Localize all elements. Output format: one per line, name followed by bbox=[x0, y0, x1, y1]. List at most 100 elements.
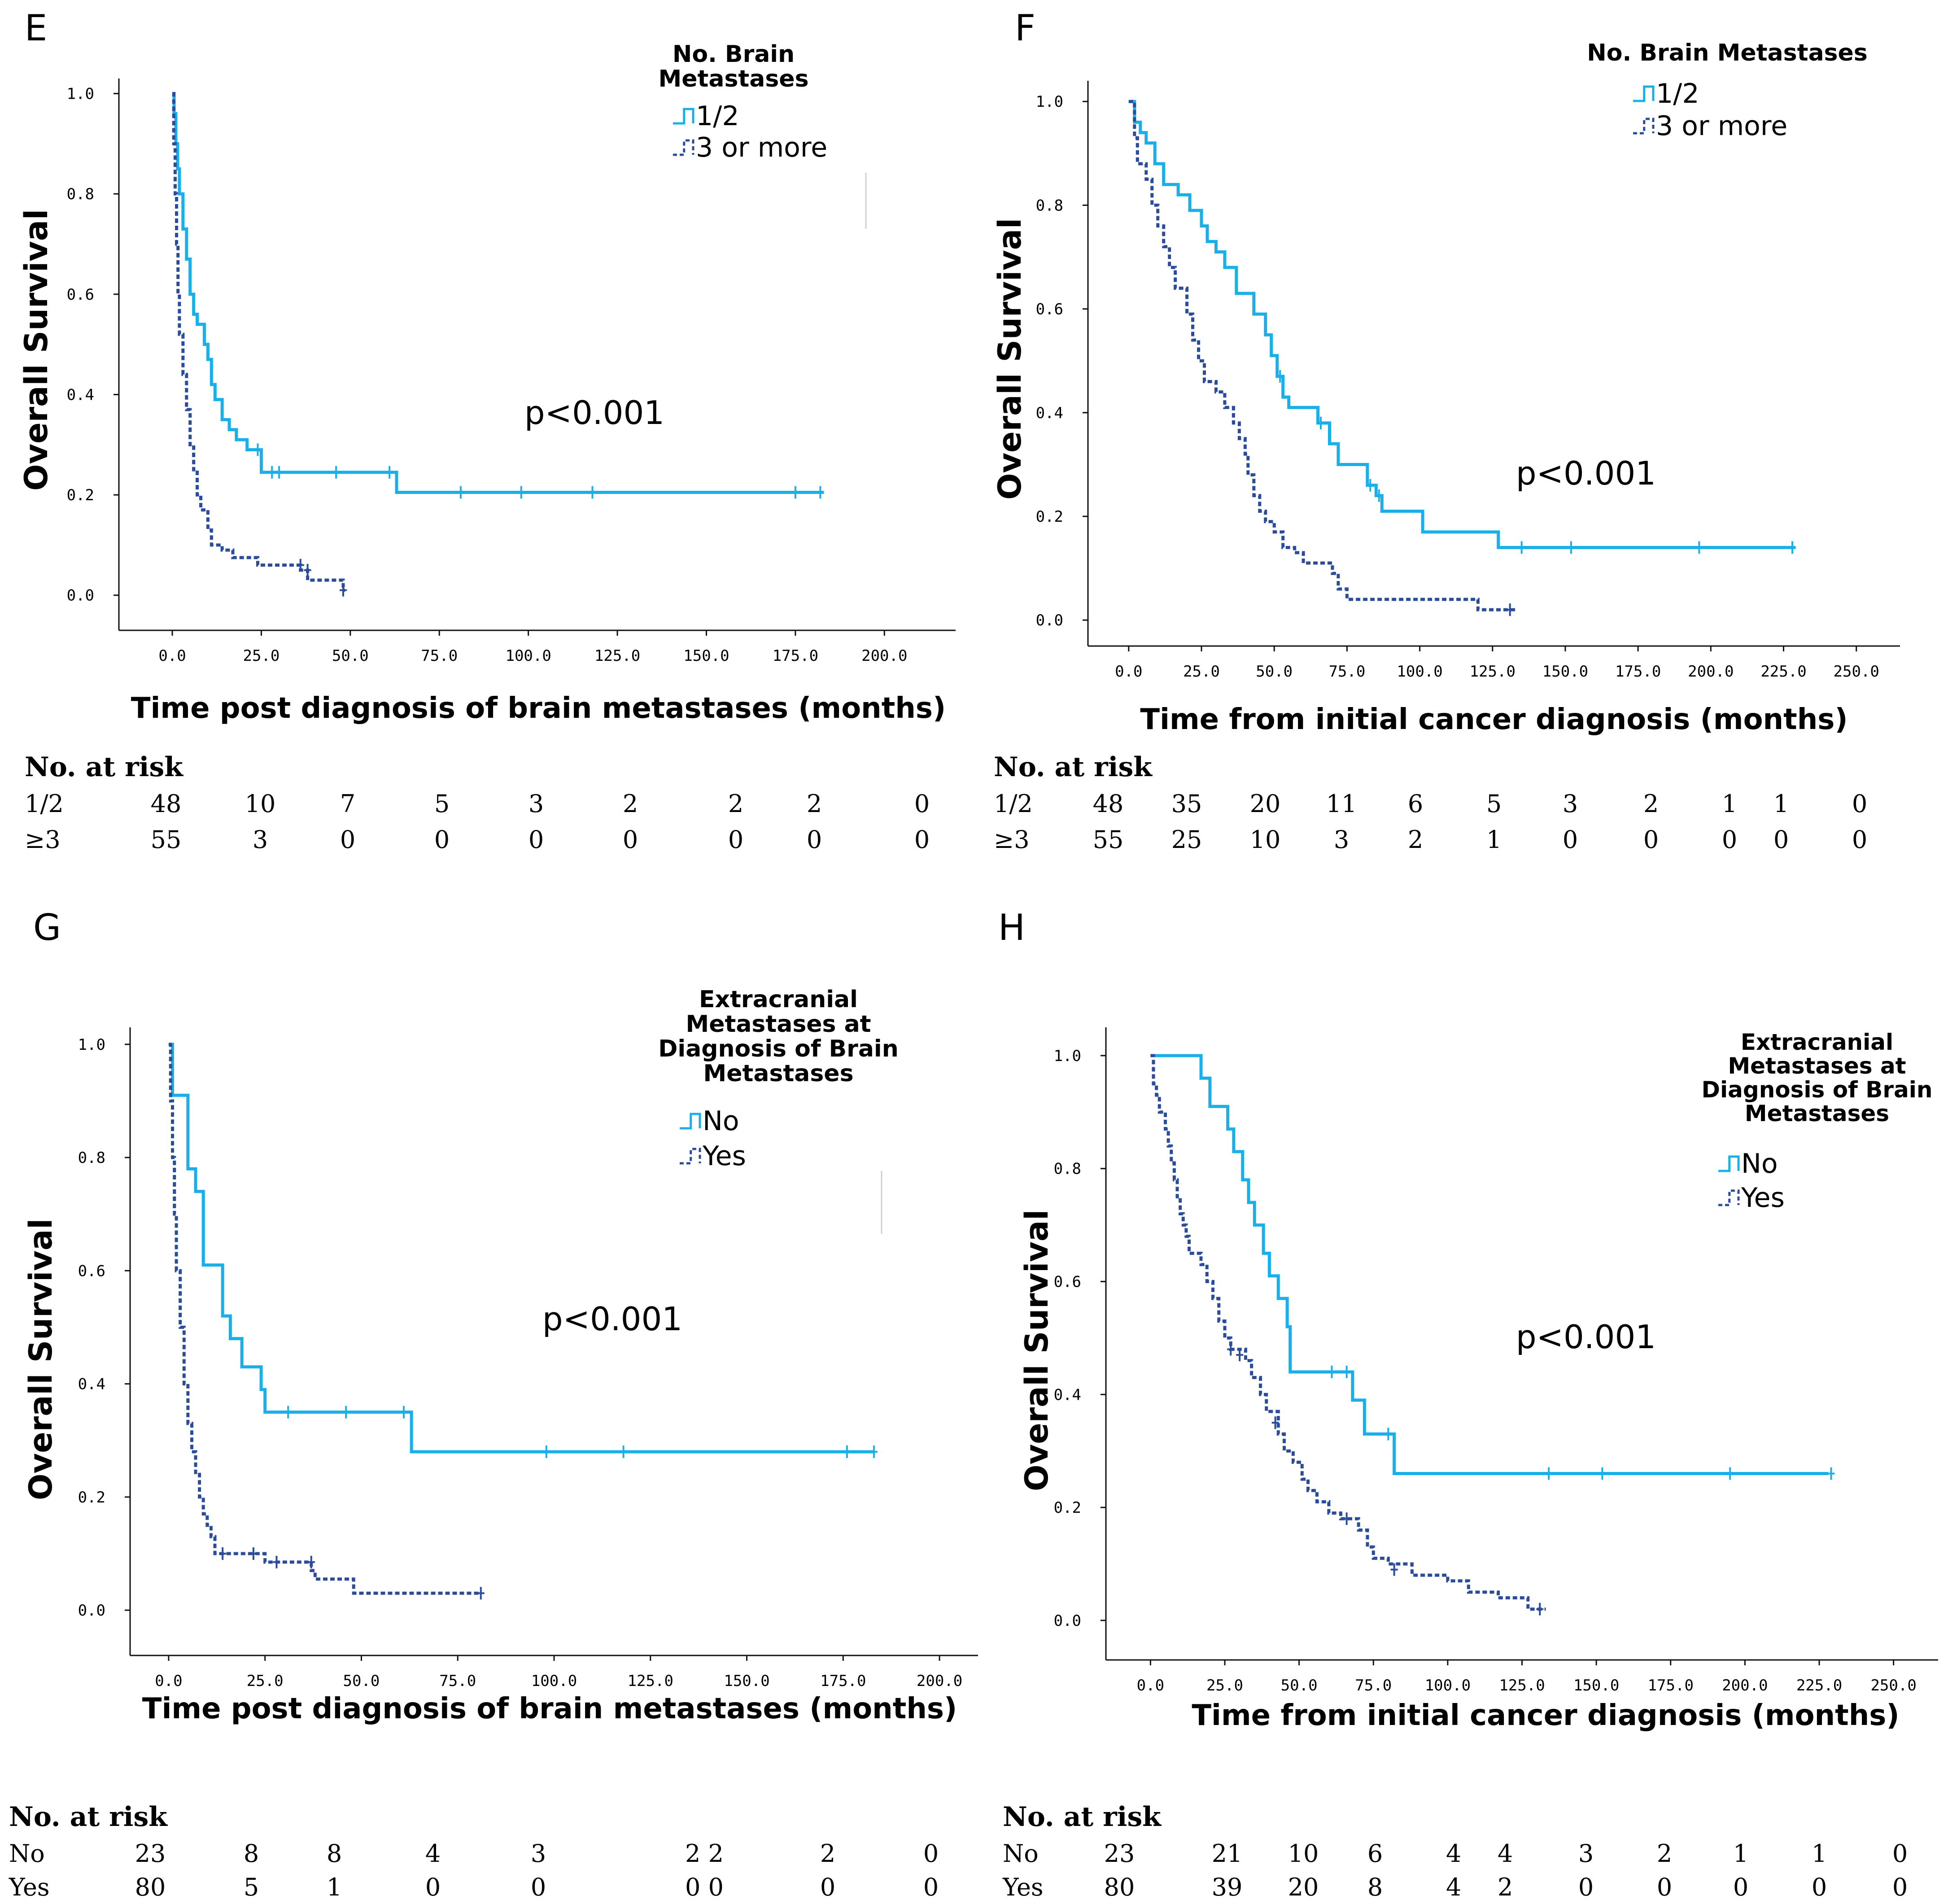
risk-count: 0 bbox=[1892, 1839, 1908, 1868]
risk-count: 2 bbox=[1408, 825, 1423, 854]
survival-curve-series2 bbox=[1150, 1054, 1546, 1611]
legend-title-line: Metastases at bbox=[686, 1011, 871, 1038]
risk-count: 0 bbox=[923, 1873, 939, 1901]
risk-count: 21 bbox=[1212, 1839, 1243, 1868]
legend-title-line: Metastases at bbox=[1728, 1053, 1906, 1079]
risk-count: 2 2 bbox=[685, 1839, 724, 1868]
legend-title-line: No. Brain bbox=[673, 41, 795, 68]
p-value-annotation: p<0.001 bbox=[1516, 454, 1656, 492]
legend-swatch-dotted bbox=[680, 1148, 701, 1165]
risk-count: 0 bbox=[425, 1873, 441, 1901]
risk-count: 35 bbox=[1171, 790, 1202, 818]
legend-title-line: Extracranial bbox=[699, 986, 858, 1013]
risk-table-title: No. at risk bbox=[994, 751, 1153, 783]
legend-swatch-dotted bbox=[1633, 118, 1655, 135]
risk-count: 10 bbox=[1288, 1839, 1319, 1868]
risk-count: 6 bbox=[1408, 790, 1423, 818]
risk-table-title: No. at risk bbox=[25, 751, 183, 783]
x-tick-label: 175.0 bbox=[1648, 1677, 1694, 1694]
legend-entry: 1/2 bbox=[696, 100, 739, 132]
x-tick-label: 100.0 bbox=[1425, 1677, 1471, 1694]
risk-count: 0 0 bbox=[685, 1873, 724, 1901]
risk-count: 48 bbox=[151, 790, 182, 818]
x-tick-label: 25.0 bbox=[1183, 663, 1220, 681]
risk-count: 5 bbox=[1486, 790, 1502, 818]
p-value-annotation: p<0.001 bbox=[1516, 1318, 1656, 1356]
y-tick-label: 0.0 bbox=[1054, 1612, 1081, 1630]
km-panel-f: F 0.0 0.2 0.4 0.6 0.8 1.0 0.0 25.0 50.0 75.0 100.0 1… bbox=[991, 7, 1900, 854]
risk-count: 0 bbox=[1852, 790, 1867, 818]
panel-label: F bbox=[1015, 7, 1035, 49]
y-tick-label: 1.0 bbox=[67, 85, 94, 103]
risk-count: 0 bbox=[1563, 825, 1578, 854]
x-tick-label: 150.0 bbox=[1542, 663, 1588, 681]
panel-label: E bbox=[25, 7, 48, 49]
risk-count: 2 bbox=[820, 1839, 835, 1868]
risk-count: 1 bbox=[327, 1873, 342, 1901]
legend-entry: No bbox=[1741, 1148, 1778, 1179]
p-value-annotation: p<0.001 bbox=[542, 1300, 682, 1338]
x-tick-label: 25.0 bbox=[1206, 1677, 1243, 1694]
x-tick-label: 50.0 bbox=[1281, 1677, 1318, 1694]
risk-count: 6 bbox=[1367, 1839, 1383, 1868]
risk-count: 1 bbox=[1486, 825, 1502, 854]
x-tick-label: 225.0 bbox=[1796, 1677, 1842, 1694]
legend-swatch-solid bbox=[673, 108, 694, 125]
y-tick-label: 0.6 bbox=[1036, 301, 1063, 319]
legend-swatch-dotted bbox=[673, 139, 694, 156]
y-tick-label: 0.6 bbox=[67, 286, 94, 304]
legend-entry: Yes bbox=[1741, 1182, 1785, 1214]
y-tick-label: 0.4 bbox=[67, 386, 94, 404]
y-tick-label: 0.8 bbox=[1036, 197, 1063, 214]
y-tick-label: 1.0 bbox=[1036, 93, 1063, 111]
risk-count: 11 bbox=[1326, 790, 1357, 818]
survival-curve-series1 bbox=[172, 92, 824, 494]
risk-count: 1 bbox=[1773, 790, 1789, 818]
x-axis-title: Time from initial cancer diagnosis (mont… bbox=[1140, 703, 1848, 736]
legend-title-line: Diagnosis of Brain bbox=[1702, 1077, 1933, 1103]
risk-count: 0 bbox=[623, 825, 638, 854]
x-axis-title: Time post diagnosis of brain metastases … bbox=[131, 692, 946, 725]
risk-count: 0 bbox=[528, 825, 544, 854]
risk-count: 20 bbox=[1250, 790, 1281, 818]
x-tick-label: 0.0 bbox=[158, 647, 186, 665]
x-tick-label: 125.0 bbox=[594, 647, 640, 665]
risk-count: 3 bbox=[528, 790, 544, 818]
risk-count: 48 bbox=[1093, 790, 1124, 818]
x-tick-label: 0.0 bbox=[1115, 663, 1142, 681]
risk-row-label: Yes bbox=[9, 1873, 50, 1901]
risk-count: 8 bbox=[1367, 1873, 1383, 1901]
survival-curve-series1 bbox=[168, 1043, 874, 1454]
legend-entry: No bbox=[703, 1105, 739, 1137]
risk-count: 55 bbox=[151, 825, 182, 854]
risk-count: 4 bbox=[1446, 1873, 1461, 1901]
panel-label: H bbox=[998, 907, 1025, 948]
y-axis-title: Overall Survival bbox=[991, 218, 1028, 500]
risk-row-label: Yes bbox=[1002, 1873, 1044, 1901]
risk-count: 10 bbox=[1250, 825, 1281, 854]
risk-row-label: ≥3 bbox=[25, 825, 61, 854]
risk-count: 5 bbox=[434, 790, 450, 818]
y-axis-title: Overall Survival bbox=[1018, 1210, 1055, 1491]
survival-curve-series2 bbox=[168, 1043, 481, 1595]
risk-count: 2 bbox=[1498, 1873, 1513, 1901]
x-tick-label: 175.0 bbox=[820, 1672, 866, 1690]
x-tick-label: 50.0 bbox=[1256, 663, 1293, 681]
risk-count: 2 bbox=[623, 790, 638, 818]
y-tick-label: 0.2 bbox=[1054, 1499, 1081, 1517]
risk-count: 0 bbox=[1773, 825, 1789, 854]
x-tick-label: 225.0 bbox=[1760, 663, 1806, 681]
risk-count: 0 bbox=[531, 1873, 546, 1901]
risk-table-title: No. at risk bbox=[1003, 1801, 1162, 1833]
risk-count: 20 bbox=[1288, 1873, 1319, 1901]
risk-count: 0 bbox=[1892, 1873, 1908, 1901]
km-panel-h: H 0.0 0.2 0.4 0.6 0.8 1.0 0.0 25.0 50.0 75.0 100.0 1… bbox=[998, 907, 1938, 1901]
y-tick-label: 0.0 bbox=[67, 587, 94, 605]
x-axis-title: Time from initial cancer diagnosis (mont… bbox=[1192, 1699, 1899, 1732]
risk-count: 0 bbox=[1722, 825, 1737, 854]
legend-swatch-solid bbox=[1633, 85, 1655, 102]
x-tick-label: 50.0 bbox=[332, 647, 369, 665]
